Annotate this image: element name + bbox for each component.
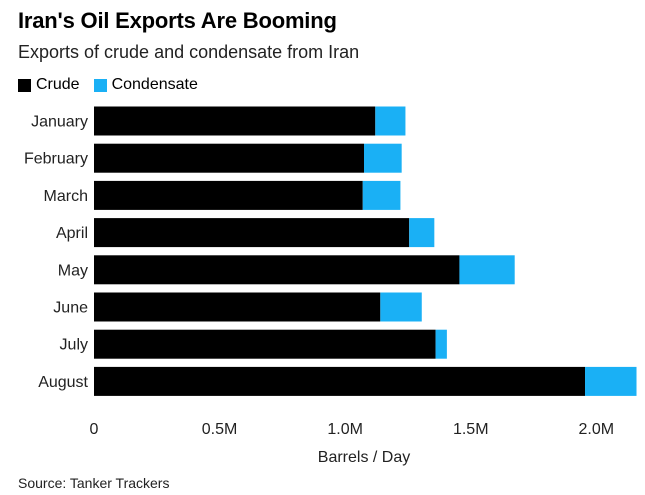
x-tick-label: 1.0M <box>327 421 363 438</box>
x-tick-label: 0 <box>90 421 99 438</box>
bar-condensate-january <box>375 106 406 136</box>
bar-condensate-august <box>585 366 637 396</box>
bar-condensate-june <box>380 292 422 322</box>
legend-item-condensate: Condensate <box>93 76 198 94</box>
legend-label-condensate: Condensate <box>111 76 198 93</box>
x-axis-label: Barrels / Day <box>318 449 410 466</box>
bar-condensate-may <box>459 255 515 285</box>
chart-title: Iran's Oil Exports Are Booming <box>18 8 337 33</box>
bar-crude-august <box>94 366 586 396</box>
chart-subtitle: Exports of crude and condensate from Ira… <box>18 42 360 62</box>
category-label: January <box>31 114 88 131</box>
x-tick-label: 1.5M <box>453 421 489 438</box>
category-label: June <box>53 300 88 317</box>
category-label: April <box>56 225 88 242</box>
category-label: July <box>60 337 88 354</box>
category-label: August <box>38 374 88 391</box>
legend: Crude Condensate <box>18 76 212 94</box>
bar-condensate-july <box>435 329 447 359</box>
category-label: May <box>58 262 88 279</box>
legend-swatch-condensate <box>93 78 107 92</box>
legend-item-crude: Crude <box>18 76 80 94</box>
legend-label-crude: Crude <box>36 76 80 93</box>
source-note: Source: Tanker Trackers <box>18 475 170 491</box>
bar-crude-march <box>94 180 363 210</box>
x-tick-label: 2.0M <box>579 421 615 438</box>
bar-condensate-march <box>362 180 401 210</box>
bar-condensate-february <box>364 143 402 173</box>
legend-swatch-crude <box>18 78 31 92</box>
category-label: February <box>24 151 88 168</box>
bar-crude-april <box>94 218 410 248</box>
bar-condensate-april <box>409 218 435 248</box>
bar-crude-june <box>94 292 381 322</box>
bar-crude-may <box>94 255 460 285</box>
category-label: March <box>44 188 88 205</box>
bar-crude-july <box>94 329 436 359</box>
bar-crude-january <box>94 106 376 136</box>
x-tick-label: 0.5M <box>202 421 238 438</box>
bar-crude-february <box>94 143 364 173</box>
